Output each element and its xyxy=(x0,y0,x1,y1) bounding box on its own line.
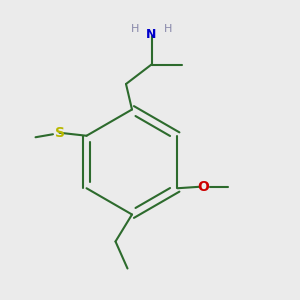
Text: N: N xyxy=(146,28,157,41)
Text: O: O xyxy=(197,180,209,194)
Text: S: S xyxy=(55,126,64,140)
Text: H: H xyxy=(131,23,139,34)
Text: H: H xyxy=(164,23,172,34)
